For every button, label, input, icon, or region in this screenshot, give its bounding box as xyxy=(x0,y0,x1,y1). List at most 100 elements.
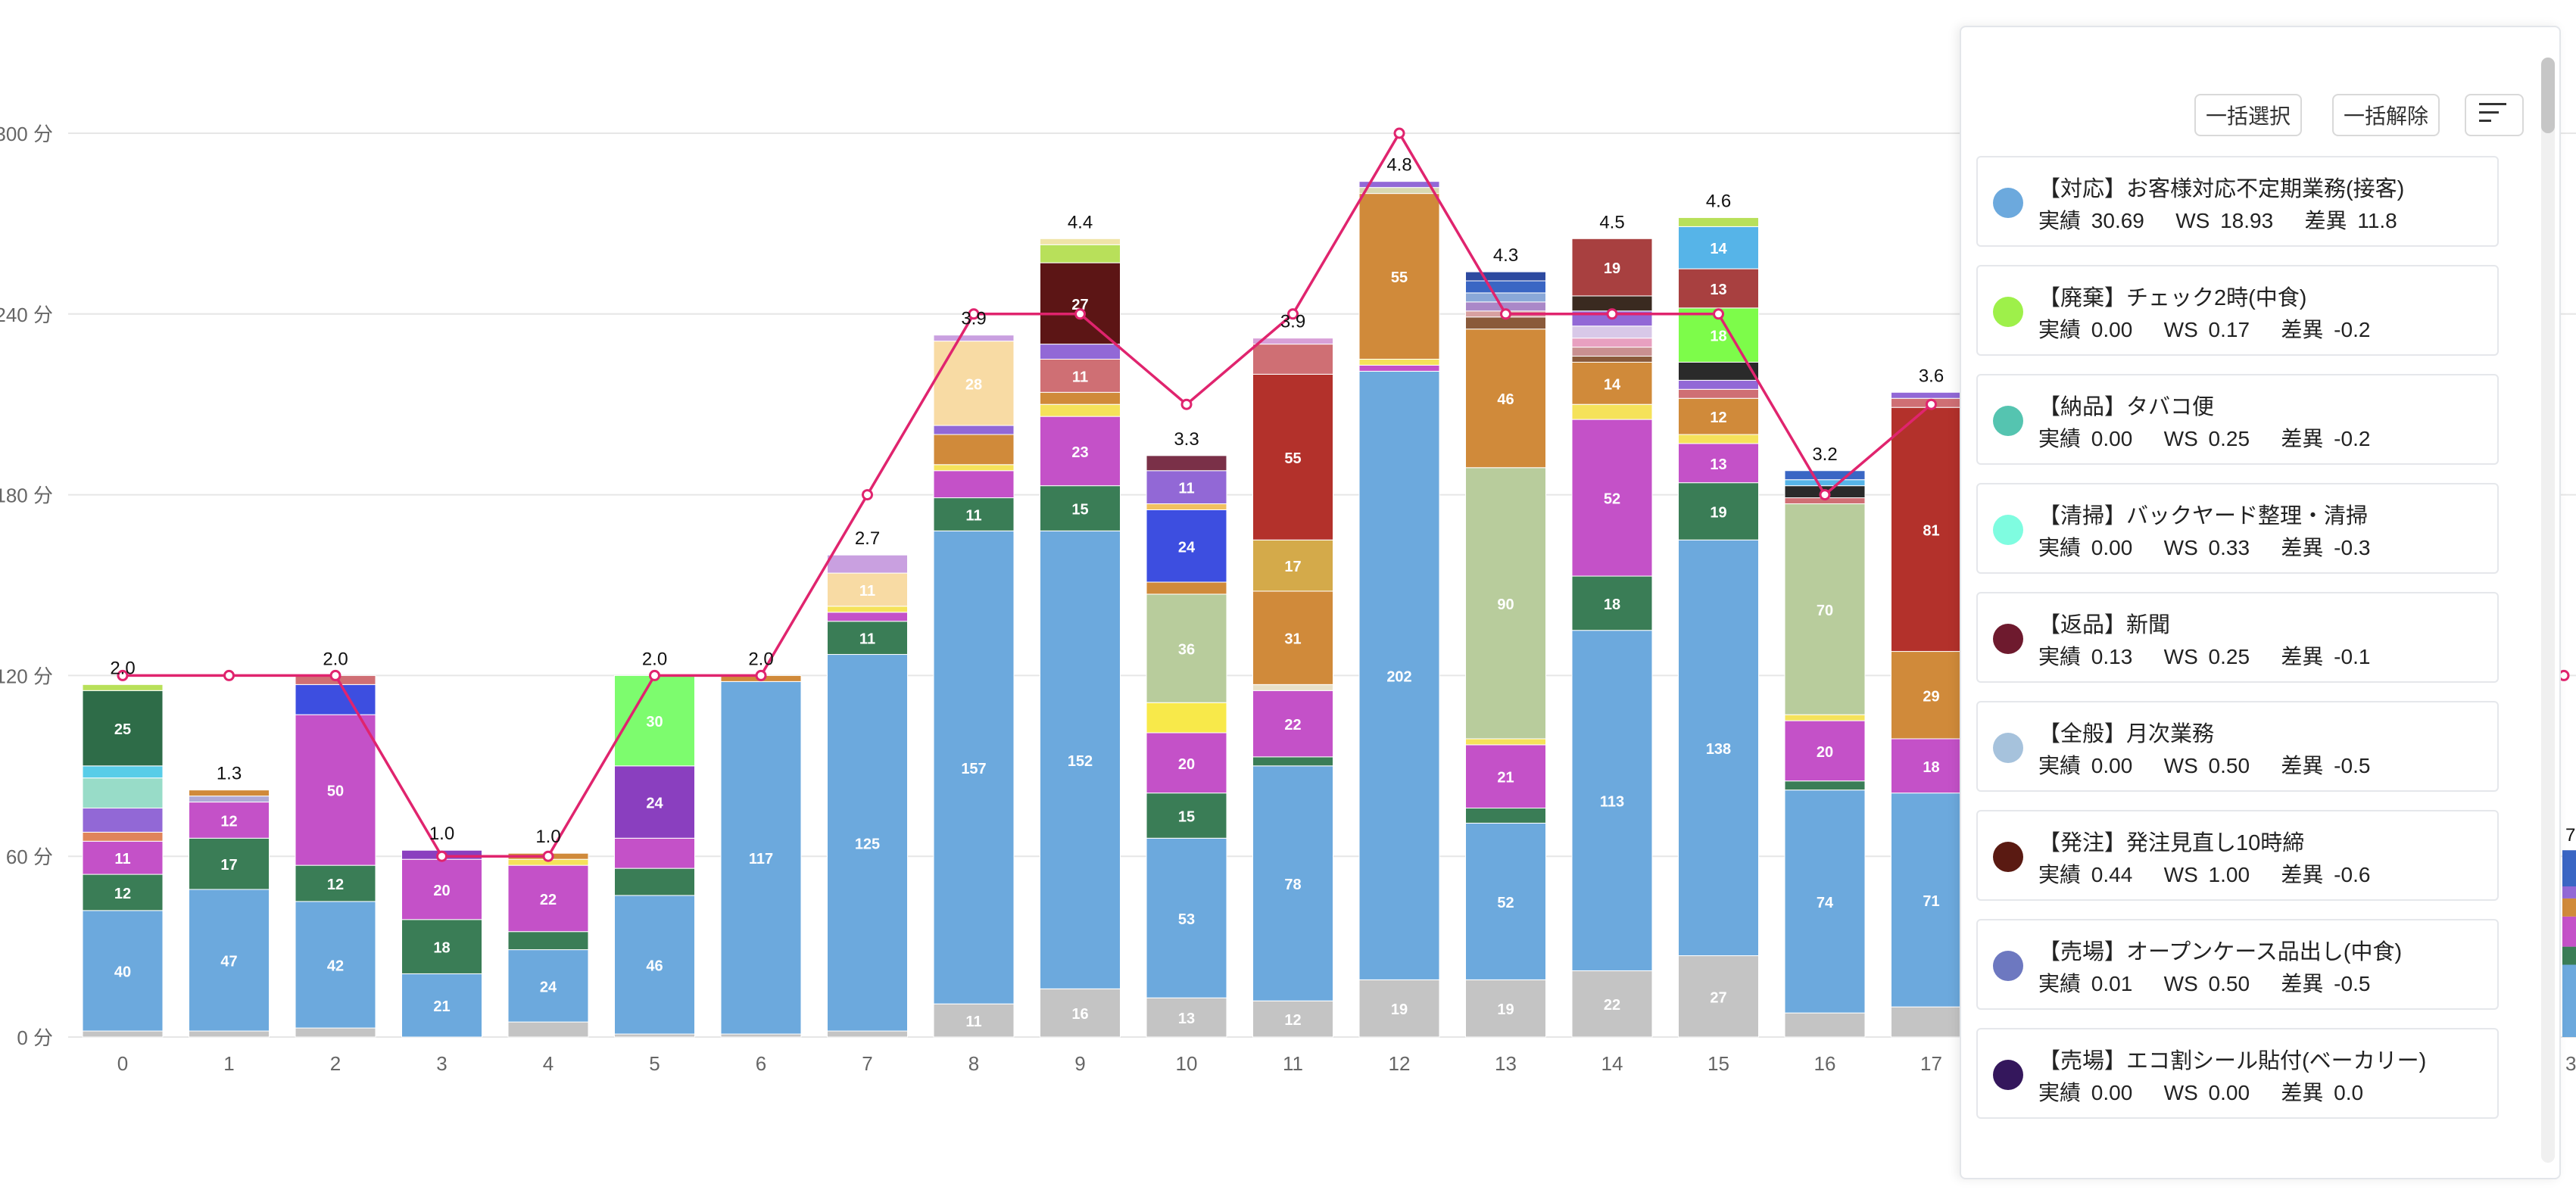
bar-segment xyxy=(1784,780,1866,791)
stat-value: 0.17 xyxy=(2208,318,2250,341)
scrollbar[interactable] xyxy=(2541,58,2555,1163)
legend-panel: 一括選択 一括解除 【対応】お客様対応不定期業務(接客) 実績 30.69 WS … xyxy=(1960,26,2561,1179)
bar-segment xyxy=(1891,651,1972,740)
segment-value-label: 46 xyxy=(1497,391,1514,408)
bar-segment xyxy=(1252,684,1333,691)
legend-item[interactable]: 【対応】お客様対応不定期業務(接客) 実績 30.69 WS 18.93 差異 1… xyxy=(1976,156,2499,247)
bar-segment xyxy=(1571,403,1653,420)
bar-segment xyxy=(1465,744,1546,809)
bar-segment xyxy=(827,621,908,656)
deselect-all-button[interactable]: 一括解除 xyxy=(2332,94,2440,136)
bar-segment xyxy=(614,895,695,1035)
segment-value-label: 20 xyxy=(433,883,450,899)
x-tick-label: 3 xyxy=(436,1052,447,1075)
legend-item-stats: 実績 30.69 WS 18.93 差異 11.8 xyxy=(2038,204,2397,235)
legend-item[interactable]: 【清掃】バックヤード整理・清掃 実績 0.00 WS 0.33 差異 -0.3 xyxy=(1976,483,2499,574)
segment-value-label: 11 xyxy=(859,631,875,648)
bar-segment xyxy=(1571,630,1653,971)
segment-value-label: 71 xyxy=(1923,893,1939,910)
bar-segment xyxy=(1678,539,1759,957)
target-line-point xyxy=(1819,489,1831,501)
target-line-point xyxy=(1500,308,1511,320)
bar-total-label: 2.0 xyxy=(642,649,667,669)
bar-segment xyxy=(1678,397,1759,435)
bar-segment xyxy=(1146,732,1227,794)
bar-segment xyxy=(189,1030,270,1038)
x-tick-label: 1 xyxy=(223,1052,234,1075)
bar-segment xyxy=(720,681,802,1035)
stat-value: 0.25 xyxy=(2208,645,2250,668)
bar-total-label: 3.9 xyxy=(1280,312,1305,332)
legend-item[interactable]: 【売場】オープンケース品出し(中食) 実績 0.01 WS 0.50 差異 -0.… xyxy=(1976,919,2499,1010)
stat-label: WS xyxy=(2163,427,2198,450)
legend-item[interactable]: 【納品】タバコ便 実績 0.00 WS 0.25 差異 -0.2 xyxy=(1976,374,2499,465)
sort-button[interactable] xyxy=(2465,94,2524,136)
bar-segment xyxy=(189,802,270,839)
bar-segment xyxy=(933,335,1015,342)
stat-value: -0.5 xyxy=(2334,754,2371,777)
legend-item-stats: 実績 0.00 WS 0.50 差異 -0.5 xyxy=(2038,749,2370,780)
segment-value-label: 113 xyxy=(1600,794,1624,811)
legend-item-stats: 実績 0.44 WS 1.00 差異 -0.6 xyxy=(2038,858,2370,889)
segment-value-label: 18 xyxy=(1604,596,1620,613)
legend-item[interactable]: 【返品】新聞 実績 0.13 WS 0.25 差異 -0.1 xyxy=(1976,592,2499,683)
legend-item-title: 【廃棄】チェック2時(中食) xyxy=(2038,286,2307,310)
bar-segment xyxy=(1358,187,1440,195)
bar-segment xyxy=(1571,970,1653,1038)
stat-value: 0.50 xyxy=(2208,972,2250,995)
bar-segment xyxy=(1784,503,1866,715)
segment-value-label: 30 xyxy=(646,714,663,730)
bar-segment xyxy=(827,572,908,607)
select-all-button[interactable]: 一括選択 xyxy=(2194,94,2302,136)
segment-value-label: 28 xyxy=(965,376,982,393)
stat-value: -0.3 xyxy=(2334,536,2371,559)
bar-segment xyxy=(1252,344,1333,375)
bar-total-label: 1.0 xyxy=(429,824,454,844)
legend-item-title: 【納品】タバコ便 xyxy=(2038,395,2215,419)
bar-segment xyxy=(1465,280,1546,294)
legend-item[interactable]: 【全般】月次業務 実績 0.00 WS 0.50 差異 -0.5 xyxy=(1976,701,2499,792)
legend-item[interactable]: 【発注】発注見直し10時締 実績 0.44 WS 1.00 差異 -0.6 xyxy=(1976,810,2499,901)
bar-segment xyxy=(933,470,1015,499)
bar-segment xyxy=(827,612,908,622)
bar-segment xyxy=(1784,1012,1866,1038)
bar-segment xyxy=(1358,979,1440,1038)
bar-segment xyxy=(82,1030,164,1038)
stat-label: 実績 xyxy=(2038,754,2082,777)
segment-value-label: 27 xyxy=(1071,297,1088,313)
bar-segment xyxy=(933,1003,1015,1038)
bar-total-label: 1.0 xyxy=(535,827,560,847)
bar-segment xyxy=(1358,181,1440,188)
y-axis: 0 分 60 分 120 分 180 分 240 分 300 分 xyxy=(0,123,53,1049)
stat-value: 0.01 xyxy=(2091,972,2133,995)
target-line-path xyxy=(123,130,1932,858)
bar-segment xyxy=(82,874,164,911)
segment-value-label: 70 xyxy=(1817,603,1833,619)
x-tick-label: 10 xyxy=(1176,1052,1198,1075)
segment-value-label: 12 xyxy=(1284,1012,1301,1029)
sort-lines-icon xyxy=(2479,101,2509,129)
segment-value-label: 14 xyxy=(1710,241,1727,257)
scrollbar-thumb[interactable] xyxy=(2541,58,2555,133)
bar-segment xyxy=(1784,479,1866,487)
target-line-point xyxy=(117,669,129,681)
segment-value-label: 52 xyxy=(1497,895,1514,911)
segment-value-label: 117 xyxy=(749,851,773,867)
bar-segment xyxy=(189,790,270,797)
legend-item-stats: 実績 0.01 WS 0.50 差異 -0.5 xyxy=(2038,967,2370,998)
segment-value-label: 19 xyxy=(1710,504,1726,521)
stat-label: 差異 xyxy=(2281,1081,2324,1104)
series-color-dot xyxy=(1993,951,2023,981)
segment-value-label: 202 xyxy=(1386,668,1411,685)
target-line-point xyxy=(542,850,554,862)
stat-label: WS xyxy=(2163,1081,2198,1104)
legend-item[interactable]: 【廃棄】チェック2時(中食) 実績 0.00 WS 0.17 差異 -0.2 xyxy=(1976,265,2499,356)
segment-value-label: 152 xyxy=(1068,753,1093,770)
legend-item[interactable]: 【売場】エコ割シール貼付(ベーカリー) 実績 0.00 WS 0.00 差異 0.… xyxy=(1976,1028,2499,1119)
bar-segment xyxy=(1571,338,1653,348)
bar-segment xyxy=(1146,581,1227,595)
target-line-point xyxy=(223,669,235,681)
bar-segment xyxy=(1571,325,1653,339)
bar-segment xyxy=(507,949,589,1023)
